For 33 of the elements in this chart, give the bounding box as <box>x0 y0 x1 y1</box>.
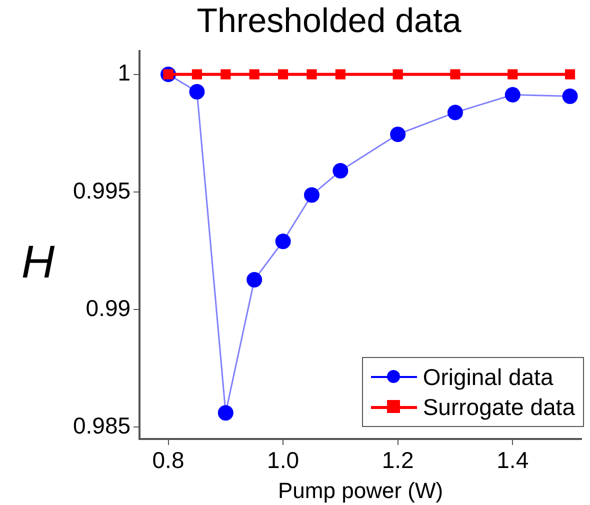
y-tick-label: 0.995 <box>72 177 131 204</box>
point <box>564 69 576 80</box>
point <box>278 69 288 80</box>
point <box>332 163 348 179</box>
x-tick-label: 1.2 <box>382 447 414 474</box>
y-tick-label: 0.99 <box>86 294 131 321</box>
x-axis-title: Pump power (W) <box>278 478 444 503</box>
y-tick-label: 1 <box>118 60 131 86</box>
legend-label: Original data <box>422 363 554 392</box>
point <box>246 272 262 288</box>
point <box>306 69 317 80</box>
point <box>275 234 291 250</box>
point <box>504 87 520 103</box>
point <box>508 69 518 80</box>
point <box>392 69 403 80</box>
point <box>390 126 406 142</box>
point <box>220 69 231 80</box>
point <box>562 88 578 104</box>
x-tick-label: 1.0 <box>267 447 300 474</box>
x-tick-label: 1.4 <box>496 447 529 474</box>
chart-title: Thresholded data <box>196 2 462 40</box>
point <box>304 187 320 203</box>
point <box>189 84 205 100</box>
legend-label: Surrogate data <box>422 393 575 422</box>
y-axis-title: H <box>21 236 56 288</box>
point <box>447 104 463 120</box>
point <box>249 69 260 80</box>
point <box>335 69 346 80</box>
point <box>218 405 234 421</box>
y-tick-label: 0.985 <box>72 412 131 439</box>
point <box>192 69 202 80</box>
x-tick-label: 0.8 <box>152 447 184 474</box>
point <box>450 69 460 80</box>
